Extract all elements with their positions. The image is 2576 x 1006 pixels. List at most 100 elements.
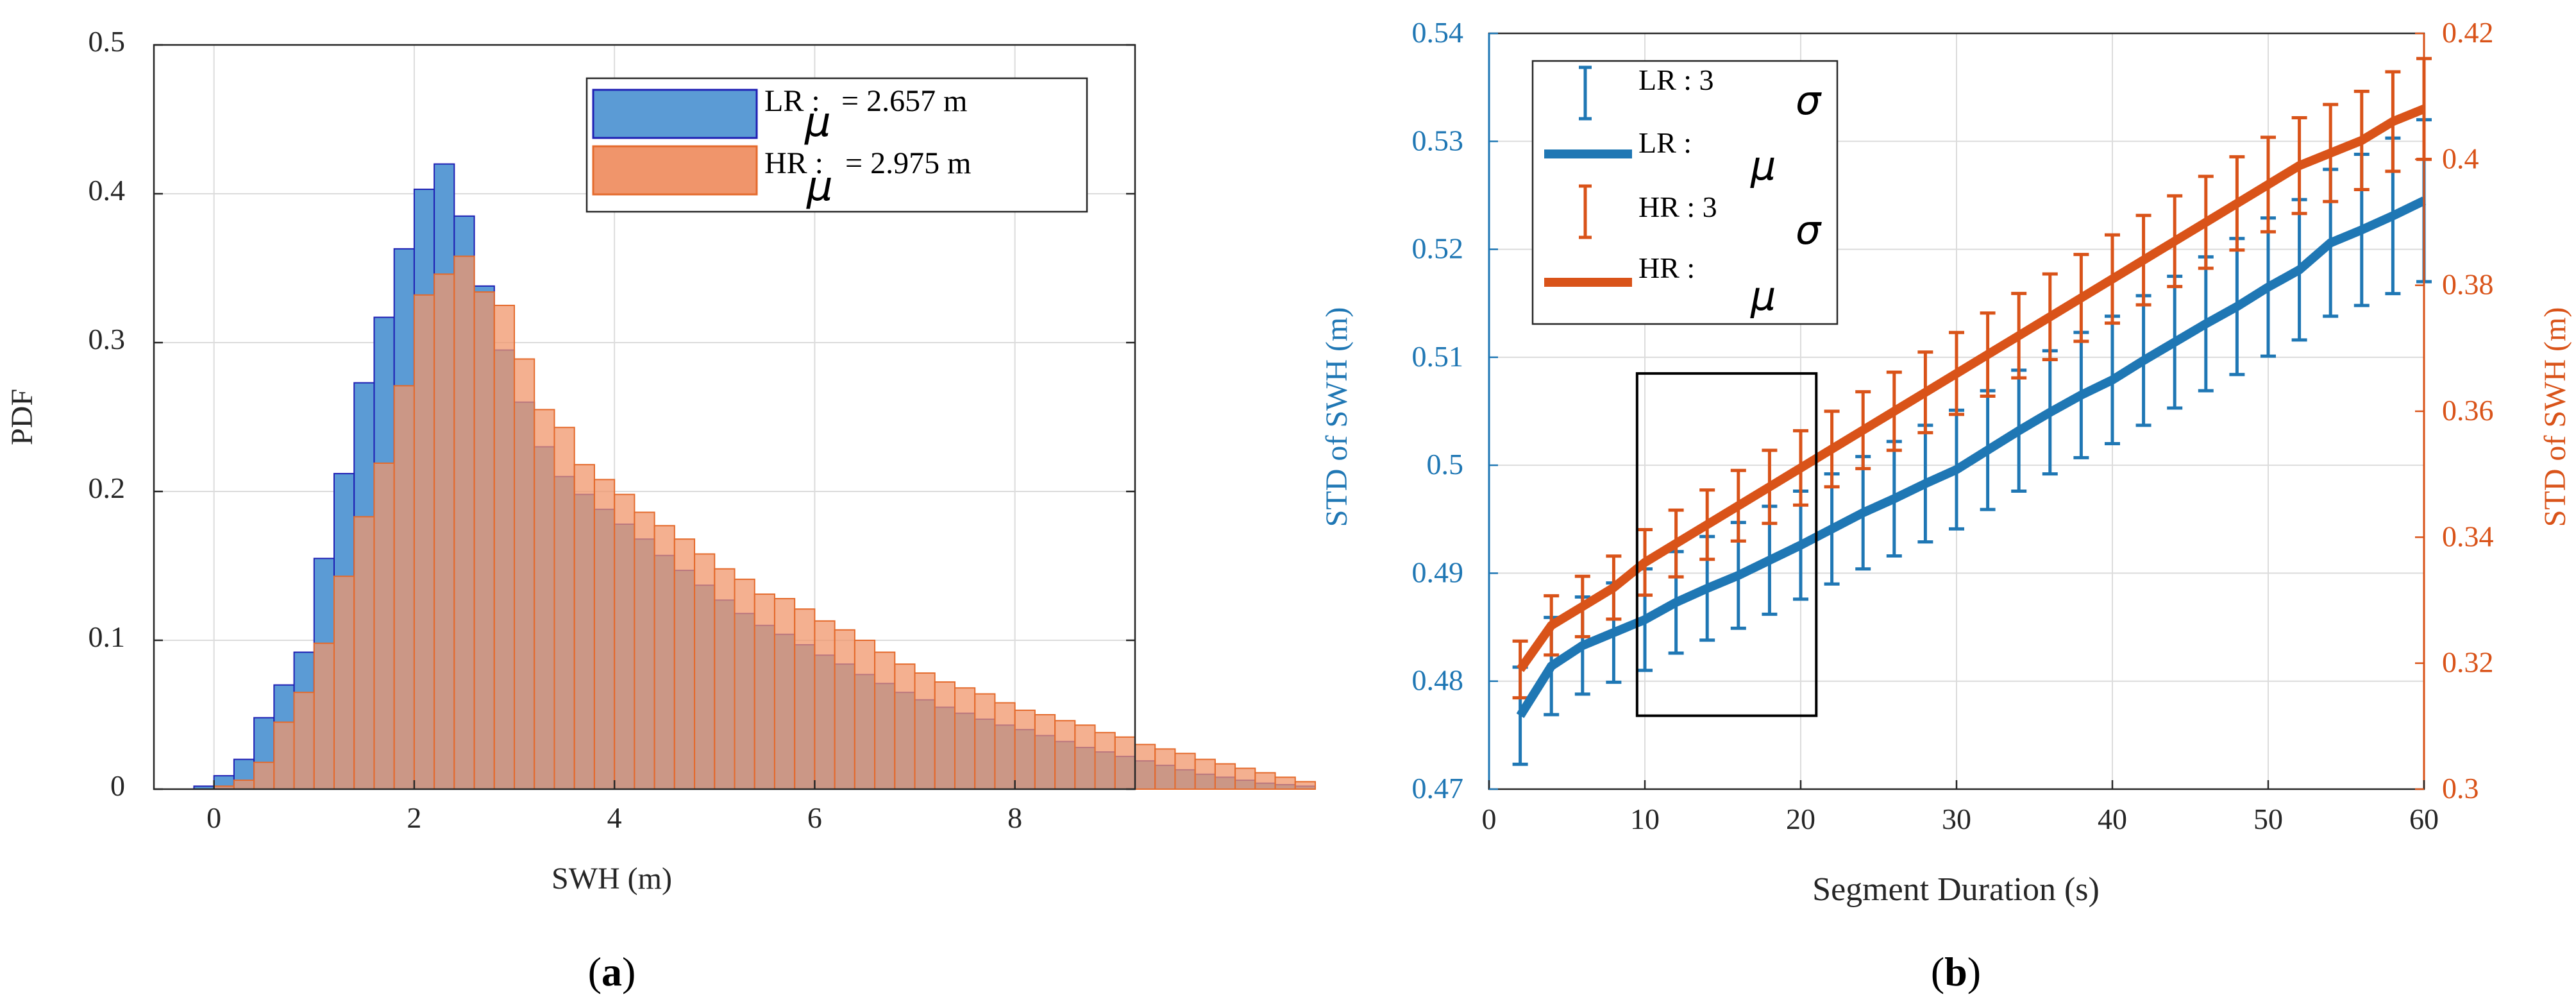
b-ytick-label-left: 0.52 — [1412, 232, 1464, 265]
b-xtick-label: 20 — [1786, 803, 1815, 835]
b-ytick-label-right: 0.32 — [2442, 646, 2494, 679]
a-axes-box — [153, 44, 1136, 790]
a-bar-hr — [1034, 714, 1056, 790]
a-bar-hr — [553, 427, 575, 790]
a-bar-hr — [1294, 781, 1317, 790]
a-bar-hr — [954, 687, 976, 790]
b-legend-label-lr-line: LR : — [1638, 126, 1692, 159]
a-bar-hr — [1014, 710, 1036, 790]
a-bar-hr — [273, 721, 295, 790]
a-legend-swatch-lr — [592, 89, 758, 139]
a-bar-hr — [854, 640, 876, 790]
a-legend-label-hr: HR : — [764, 146, 823, 180]
a-xtick-label: 4 — [607, 801, 622, 834]
b-legend-label-hr-line: HR : — [1638, 252, 1695, 284]
a-bar-hr — [794, 608, 816, 790]
a-bar-hr — [253, 762, 275, 790]
a-legend-mu-value-hr: = 2.975 m — [845, 146, 971, 180]
b-legend-mu-lr: μ — [1750, 142, 1776, 189]
b-ytick-label-right: 0.4 — [2442, 142, 2479, 175]
a-bar-hr — [814, 620, 836, 790]
b-ytick-label-left: 0.48 — [1412, 664, 1464, 697]
b-xtick-label: 60 — [2409, 803, 2439, 835]
a-bar-hr — [1074, 724, 1096, 790]
a-ylabel: PDF — [5, 389, 39, 445]
b-ticks: 0 10 20 30 40 50 60 0.47 0.48 0.49 0.5 0.51 0.52 0.53… — [1412, 16, 2494, 835]
b-ytick-label-left: 0.49 — [1412, 556, 1464, 588]
a-ytick-label: 0.1 — [88, 620, 126, 653]
b-legend-mu-hr: μ — [1750, 273, 1776, 320]
b-xlabel: Segment Duration (s) — [1812, 871, 2100, 908]
a-bar-hr — [614, 493, 636, 790]
a-bar-hr — [753, 593, 775, 790]
b-xtick-label: 0 — [1482, 803, 1497, 835]
a-bar-hr — [313, 642, 335, 790]
a-legend-mu-value-lr: = 2.657 m — [841, 84, 967, 118]
a-bar-hr — [353, 516, 375, 790]
a-bar-hr — [393, 385, 415, 790]
b-ytick-label-left: 0.53 — [1412, 124, 1464, 157]
panel-b-line: 0 10 20 30 40 50 60 0.47 0.48 0.49 0.5 0.51 0.52 0.53… — [1320, 16, 2572, 994]
a-bar-hr — [714, 568, 736, 790]
a-bar-hr — [1194, 758, 1216, 790]
a-bars-hr — [213, 255, 1317, 790]
b-ytick-label-right: 0.34 — [2442, 520, 2494, 552]
b-ylabel-right: STD of SWH (m) — [2538, 307, 2572, 527]
b-legend-marker-hr-err — [1579, 184, 1592, 239]
a-bar-hr — [1254, 772, 1276, 790]
a-bar-hr — [653, 525, 675, 790]
a-bar-hr — [493, 305, 516, 790]
b-xtick-label: 40 — [2098, 803, 2127, 835]
b-legend-sigma-hr: σ — [1796, 207, 1822, 253]
b-xtick-label: 50 — [2253, 803, 2283, 835]
b-ytick-label-right: 0.42 — [2442, 16, 2494, 49]
b-panel-label: (b) — [1931, 949, 1981, 994]
b-xtick-label: 10 — [1630, 803, 1660, 835]
a-bar-hr — [453, 255, 475, 790]
a-xtick-label: 0 — [206, 801, 221, 834]
b-line-lr — [1516, 196, 2427, 719]
a-bar-hr — [534, 409, 555, 790]
a-bar-hr — [1234, 767, 1256, 790]
a-panel-label: (a) — [588, 949, 636, 994]
a-bar-hr — [473, 291, 495, 790]
b-legend: LR : 3 σ LR : μ HR : 3 σ HR : μ — [1531, 60, 1839, 325]
panel-a-histogram: 0 2 4 6 8 0 0.1 0.2 0.3 0.4 0.5 PDF SWH (m) LR : μ… — [5, 25, 1317, 994]
a-legend-swatch-hr — [592, 145, 758, 196]
a-bar-hr — [974, 693, 996, 790]
a-legend: LR : μ = 2.657 m HR : μ = 2.975 m — [585, 77, 1088, 213]
a-bar-hr — [734, 578, 755, 790]
a-bar-hr — [1134, 744, 1156, 790]
b-line-hr — [1516, 105, 2426, 672]
a-bar-hr — [673, 538, 696, 790]
a-bar-hr — [233, 780, 255, 790]
a-ytick-label: 0.2 — [88, 472, 126, 504]
a-xtick-label: 2 — [407, 801, 421, 834]
b-ytick-label-right: 0.3 — [2442, 772, 2479, 805]
a-bar-hr — [894, 663, 916, 790]
a-ytick-label: 0.4 — [88, 174, 126, 207]
a-xtick-label: 6 — [807, 801, 822, 834]
b-ytick-label-left: 0.51 — [1412, 340, 1464, 373]
a-bar-hr — [1274, 776, 1296, 790]
a-bar-hr — [1214, 763, 1236, 790]
a-bar-hr — [593, 479, 616, 790]
a-bar-hr — [834, 629, 855, 790]
a-xtick-label: 8 — [1007, 801, 1022, 834]
a-bar-hr — [1154, 748, 1176, 790]
a-bar-hr — [634, 511, 655, 790]
a-bar-hr — [434, 273, 455, 790]
a-bar-hr — [694, 553, 716, 790]
a-bar-hr — [413, 294, 435, 790]
b-legend-sigma-lr: σ — [1796, 77, 1822, 124]
b-legend-marker-lr-err — [1579, 65, 1592, 121]
a-bar-hr — [373, 462, 395, 790]
a-bar-hr — [1054, 720, 1076, 790]
b-ytick-label-right: 0.38 — [2442, 268, 2494, 301]
b-legend-label-hr-err: HR : 3 — [1638, 191, 1717, 223]
a-bar-hr — [293, 692, 315, 790]
b-ytick-label-left: 0.5 — [1427, 448, 1464, 481]
a-bar-hr — [1174, 753, 1196, 790]
a-bar-hr — [874, 651, 896, 790]
